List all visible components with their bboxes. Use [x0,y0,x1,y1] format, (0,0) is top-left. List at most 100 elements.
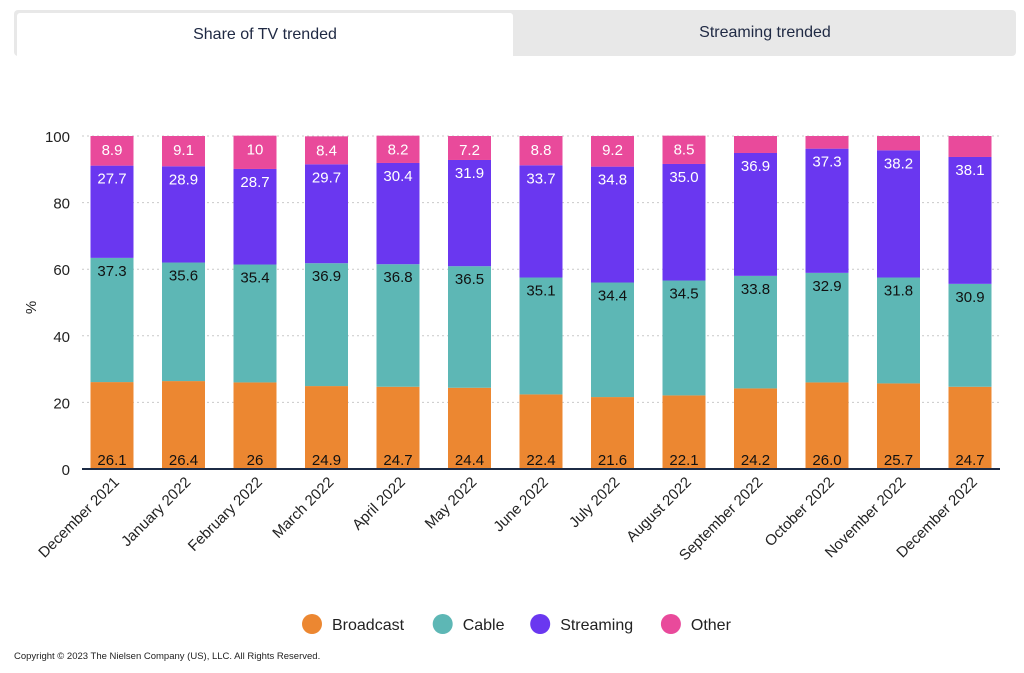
data-label: 24.7 [383,452,412,469]
bar-segment-streaming [877,150,920,278]
x-tick-label: October 2022 [762,474,838,550]
legend-swatch-broadcast [302,614,322,634]
bar-segment-other [734,136,777,153]
tab-streaming-trended[interactable]: Streaming trended [699,24,831,41]
x-tick-label: February 2022 [185,474,266,555]
x-tick-label: December 2021 [35,474,122,561]
data-label: 24.4 [455,452,484,469]
bar-segment-cable [662,280,706,396]
bar-segment-other [162,136,205,167]
data-label: 8.8 [531,142,552,159]
bar-segment-broadcast [448,387,491,469]
data-label: 37.3 [812,154,841,171]
bar-segment-other [591,136,634,167]
bar-segment-streaming [162,166,205,263]
data-label: 21.6 [598,452,627,469]
data-label: 30.9 [955,289,984,306]
bar-segment-other [662,135,706,164]
data-label: 36.8 [383,269,412,286]
data-label: 36.9 [312,268,341,285]
x-tick-label: June 2022 [490,474,552,536]
bar-segment-cable [877,277,920,384]
bar-segment-streaming [376,162,420,265]
x-tick-label: July 2022 [566,474,623,531]
data-label: 26.1 [97,452,126,469]
bar-segment-broadcast [948,386,992,469]
bar-segment-other [805,136,849,149]
data-label: 34.4 [598,288,627,305]
data-label: 38.2 [884,155,913,172]
data-label: 24.7 [955,452,984,469]
bar-segment-other [90,136,134,166]
tab-bar: Share of TV trended Streaming trended [14,10,1016,56]
y-axis-label: % [23,301,40,314]
bar-segment-other [233,135,277,169]
data-label: 33.7 [526,170,555,187]
data-label: 26.0 [812,452,841,469]
data-label: 34.8 [598,172,627,189]
data-label: 35.1 [526,283,555,300]
bar-segment-broadcast [376,386,420,469]
x-tick-label: May 2022 [422,474,481,533]
y-tick-label: 20 [53,395,70,412]
bar-segment-broadcast [877,383,920,469]
data-label: 24.2 [741,452,770,469]
legend-label-broadcast: Broadcast [332,617,405,634]
bar-segment-cable [162,262,205,382]
bar-segment-broadcast [305,386,348,469]
bar-segment-broadcast [519,394,563,469]
bar-segment-broadcast [734,388,777,469]
data-label: 22.4 [526,452,555,469]
y-tick-label: 60 [53,262,70,279]
data-label: 28.7 [240,174,269,191]
data-label: 35.6 [169,268,198,285]
copyright-text: Copyright © 2023 The Nielsen Company (US… [14,651,321,662]
data-label: 27.7 [97,171,126,188]
bar-segment-other [305,136,348,165]
data-label: 10 [247,142,264,159]
data-label: 38.1 [955,162,984,179]
x-tick-label: August 2022 [623,474,695,546]
data-label: 9.1 [173,142,194,159]
data-label: 37.3 [97,263,126,280]
data-label: 28.9 [169,171,198,188]
data-label: 26.4 [169,452,198,469]
y-tick-label: 0 [62,462,70,479]
data-label: 7.2 [459,142,480,159]
data-label: 36.9 [741,158,770,175]
bar-segment-other [877,136,920,151]
bar-segment-other [948,136,992,157]
bar-segment-streaming [662,163,706,281]
data-label: 8.9 [102,142,123,159]
legend-swatch-streaming [530,614,551,634]
y-tick-label: 80 [53,196,70,213]
bar-segment-broadcast [805,382,849,469]
stacked-bar-chart: 0 20 40 60 80 100% 26.1 37.3 27.7 8.9 December 202… [23,129,1000,634]
bar-segment-other [376,135,420,163]
bar-segment-other [448,136,491,160]
data-label: 35.4 [240,270,269,287]
legend-swatch-other [660,614,681,634]
bar-segment-cable [948,283,992,387]
bar-segment-streaming [233,168,277,265]
data-label: 25.7 [884,452,913,469]
data-label: 31.8 [884,283,913,300]
bar-segment-broadcast [591,397,634,469]
data-label: 8.5 [674,142,695,159]
x-tick-label: March 2022 [269,474,337,542]
bar-segment-streaming [805,148,849,273]
data-label: 22.1 [669,452,698,469]
data-label: 8.4 [316,142,337,159]
y-tick-label: 40 [53,329,70,346]
bar-segment-streaming [305,164,348,264]
legend-label-streaming: Streaming [560,617,633,634]
tab-share-of-tv-trended[interactable]: Share of TV trended [17,13,513,56]
bar-segment-cable [448,266,491,388]
data-label: 30.4 [383,168,412,185]
bar-segment-streaming [519,165,563,278]
bar-segment-cable [519,277,563,395]
bar-segment-streaming [448,159,491,267]
bar-segment-streaming [734,152,777,276]
bar-segment-streaming [948,156,992,284]
bar-segment-cable [376,264,420,387]
